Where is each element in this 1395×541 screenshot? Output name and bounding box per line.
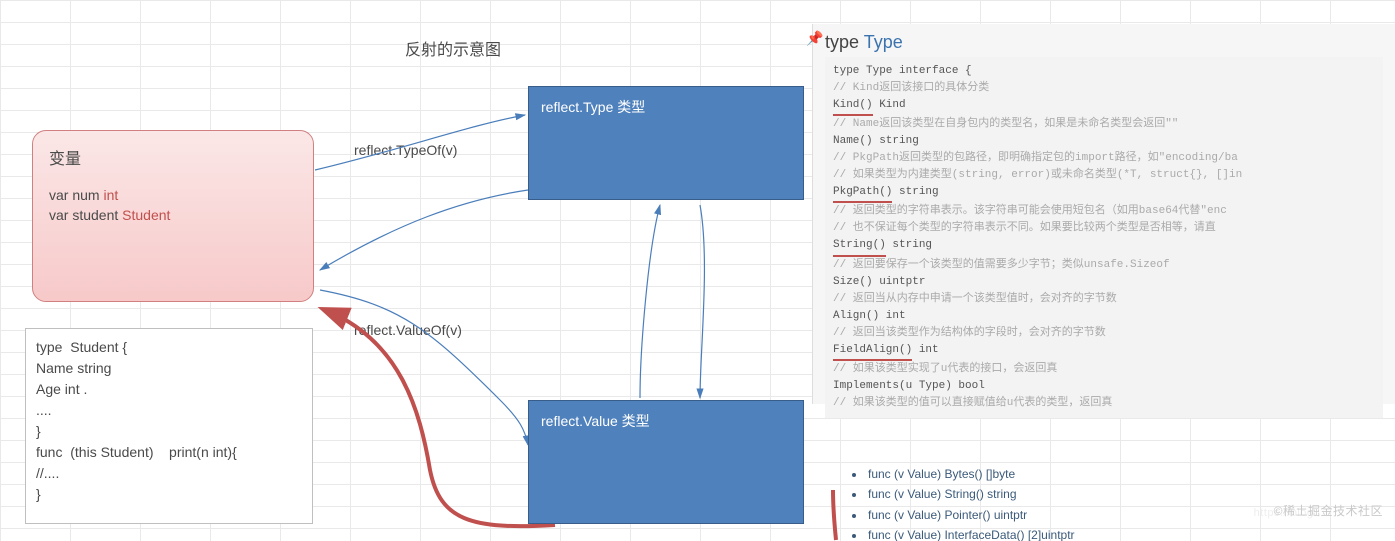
reflect-type-box: reflect.Type 类型 [528, 86, 804, 200]
value-method-item: func (v Value) String() string [866, 484, 1075, 504]
value-method-item: func (v Value) Bytes() []byte [866, 464, 1075, 484]
struct-definition-box: type Student { Name string Age int . ...… [25, 328, 313, 524]
variable-declaration-box: 变量 var num int var student Student [32, 130, 314, 302]
doc-title: type Type [825, 32, 1383, 53]
reflect-type-label: reflect.Type 类型 [541, 97, 645, 117]
doc-title-typename: Type [864, 32, 903, 52]
doc-code-block: type Type interface { // Kind返回该接口的具体分类 … [825, 57, 1383, 418]
doc-code-line: PkgPath() string [833, 184, 1375, 203]
variable-line: var student Student [49, 207, 297, 223]
doc-code-line: Kind() Kind [833, 97, 1375, 116]
variable-box-header: 变量 [49, 145, 297, 169]
doc-title-prefix: type [825, 32, 864, 52]
doc-code-line: Name() string [833, 133, 1375, 150]
reflect-value-label: reflect.Value 类型 [541, 411, 650, 431]
doc-code-line: Align() int [833, 308, 1375, 325]
valueof-label: reflect.ValueOf(v) [354, 322, 462, 338]
typeof-label: reflect.TypeOf(v) [354, 142, 457, 158]
doc-code-line: // 如果该类型实现了u代表的接口，会返回真 [833, 361, 1375, 378]
doc-code-line: // 如果该类型的值可以直接赋值给u代表的类型，返回真 [833, 395, 1375, 412]
type-interface-doc-panel: type Type type Type interface { // Kind返… [812, 24, 1395, 404]
variable-line: var num int [49, 187, 297, 203]
value-methods-list: func (v Value) Bytes() []bytefunc (v Val… [848, 464, 1075, 541]
doc-code-line: // 也不保证每个类型的字符串表示不同。如果要比较两个类型是否相等，请直 [833, 220, 1375, 237]
doc-code-line: FieldAlign() int [833, 342, 1375, 361]
doc-code-line: // Kind返回该接口的具体分类 [833, 80, 1375, 97]
doc-code-line: Implements(u Type) bool [833, 378, 1375, 395]
doc-code-line: // 返回要保存一个该类型的值需要多少字节；类似unsafe.Sizeof [833, 257, 1375, 274]
reflect-value-box: reflect.Value 类型 [528, 400, 804, 524]
doc-code-line: String() string [833, 237, 1375, 256]
value-method-item: func (v Value) Pointer() uintptr [866, 505, 1075, 525]
doc-code-line: // 返回当该类型作为结构体的字段时，会对齐的字节数 [833, 325, 1375, 342]
doc-code-line: // PkgPath返回类型的包路径，即明确指定包的import路径，如"enc… [833, 150, 1375, 167]
pin-icon: 📌 [806, 30, 823, 47]
doc-code-line: // 返回类型的字符串表示。该字符串可能会使用短包名（如用base64代替"en… [833, 203, 1375, 220]
watermark-text: ©稀土掘金技术社区 [1274, 502, 1383, 519]
value-method-item: func (v Value) InterfaceData() [2]uintpt… [866, 525, 1075, 541]
diagram-title: 反射的示意图 [405, 36, 501, 60]
doc-code-line: // 返回当从内存中申请一个该类型值时，会对齐的字节数 [833, 291, 1375, 308]
doc-code-line: // Name返回该类型在自身包内的类型名，如果是未命名类型会返回"" [833, 116, 1375, 133]
doc-code-line: // 如果类型为内建类型(string, error)或未命名类型(*T, st… [833, 167, 1375, 184]
doc-code-line: Size() uintptr [833, 274, 1375, 291]
doc-code-line: type Type interface { [833, 63, 1375, 80]
